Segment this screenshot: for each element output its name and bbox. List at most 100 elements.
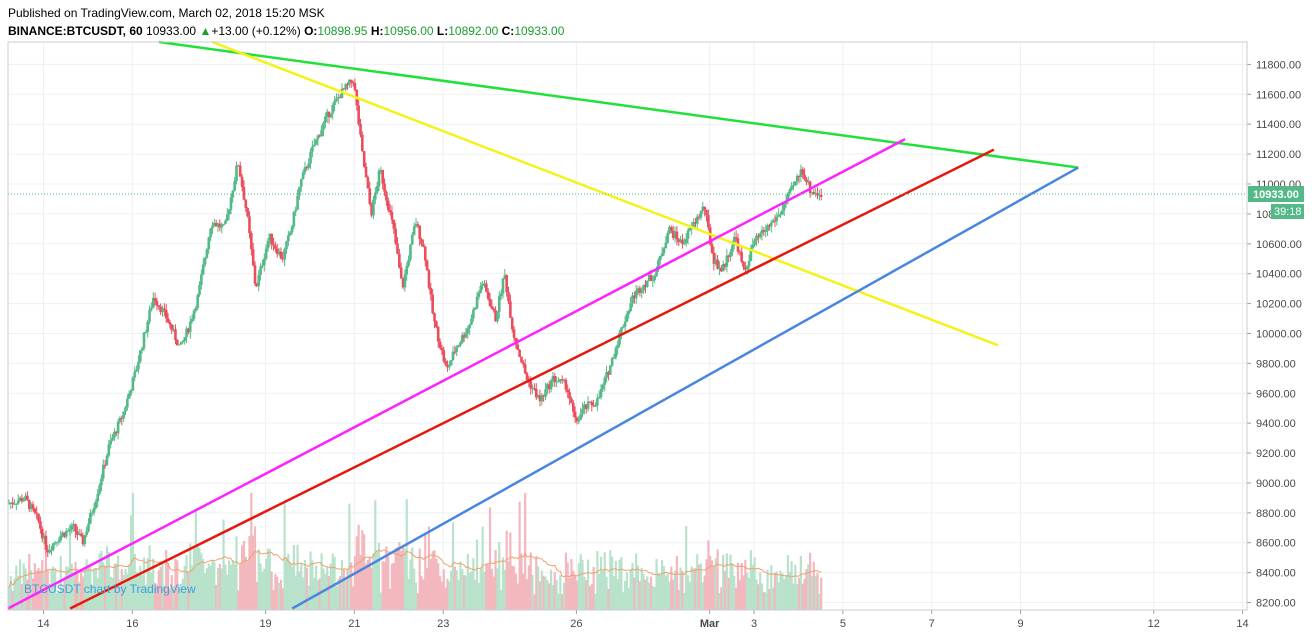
volume-bar [622,592,625,610]
candle-body [142,332,146,349]
candle-body [85,531,88,536]
candle-body [568,392,571,399]
volume-bar [363,534,366,610]
volume-bar [616,579,619,610]
volume-bar [694,568,697,610]
volume-bar [178,588,181,610]
candle-body [153,298,157,302]
volume-bar [183,565,186,610]
volume-bar [544,576,547,610]
candle-body [409,244,412,260]
candle-body [418,225,422,240]
candle-body [24,495,27,500]
candle-body [246,208,249,217]
volume-bar [681,570,684,610]
candle-body [151,298,155,308]
candle-body [590,402,594,406]
volume-bar [586,559,590,610]
candle-body [801,169,805,175]
candle-body [601,384,605,390]
candle-body [146,321,150,332]
trendlines [7,40,1079,610]
candle-body [194,308,198,311]
candle-body [758,233,762,238]
candle-body [673,231,677,238]
y-tick-label: 8800.00 [1256,508,1296,520]
candle-body [27,499,31,510]
volume-bar [590,584,593,610]
volume-bar [659,574,662,610]
candle-body [57,540,61,543]
candle-body [303,167,307,173]
candle-body [264,248,268,259]
volume-bar [564,552,567,610]
candle-body [642,284,645,291]
candle-body [523,364,527,374]
candle-body [762,230,766,232]
candle-body [105,455,109,465]
candle-body [747,261,751,267]
watermark: BTCUSDT chart by TradingView [24,582,196,596]
candle-body [792,185,795,187]
candle-body [259,266,262,276]
volume-bar [492,576,495,610]
volume-bar [390,563,394,610]
volume-bar [118,579,122,610]
volume-bar [500,589,503,610]
volume-bar [322,568,325,610]
x-tick-label: 3 [751,618,757,630]
volume-bar [498,541,501,610]
candle-body [92,508,96,513]
candle-body [509,301,512,318]
volume-bar [625,572,629,610]
volume-bar [187,571,190,610]
volume-bar [518,501,521,610]
volume-bar [703,575,706,610]
volume-bar [296,544,299,610]
volume-bar [649,576,653,610]
volume-bar [85,559,88,610]
candle-body [457,345,460,348]
volume-bar [696,554,699,610]
candle-body [140,348,144,351]
candle-body [769,222,773,227]
candle-body [727,255,731,257]
volume-bar [594,593,597,610]
candle-body [485,283,488,292]
candle-body [72,524,75,526]
volume-bar [727,577,730,610]
candle-body [668,227,671,234]
candle-body [512,329,516,338]
volume-bar [438,576,442,610]
volume-bar [357,524,360,610]
volume-bar [636,565,640,610]
candle-body [486,291,490,299]
candle-body [177,344,181,346]
candle-body [55,542,59,544]
candle-body [492,308,496,311]
volume-bar [150,572,153,610]
volume-bar [231,560,234,610]
candle-body [503,275,507,279]
candle-body [275,248,279,255]
volume-bar [699,563,703,610]
candle-body [805,179,808,183]
volume-bar [794,564,797,610]
volume-bar [588,585,592,610]
volume-bar [507,561,510,610]
volume-bar [41,560,44,610]
volume-bar [146,558,149,610]
volume-bar [662,565,666,610]
candle-body [411,234,414,245]
volume-bar [555,580,558,610]
candle-body [764,231,768,233]
candle-body [39,521,42,529]
volume-bar [537,566,540,610]
candle-body [288,232,292,236]
candle-body [781,210,784,215]
candle-body [89,513,92,524]
volume-bar [431,551,434,610]
volume-bar [751,564,754,610]
volume-bar [166,562,170,610]
